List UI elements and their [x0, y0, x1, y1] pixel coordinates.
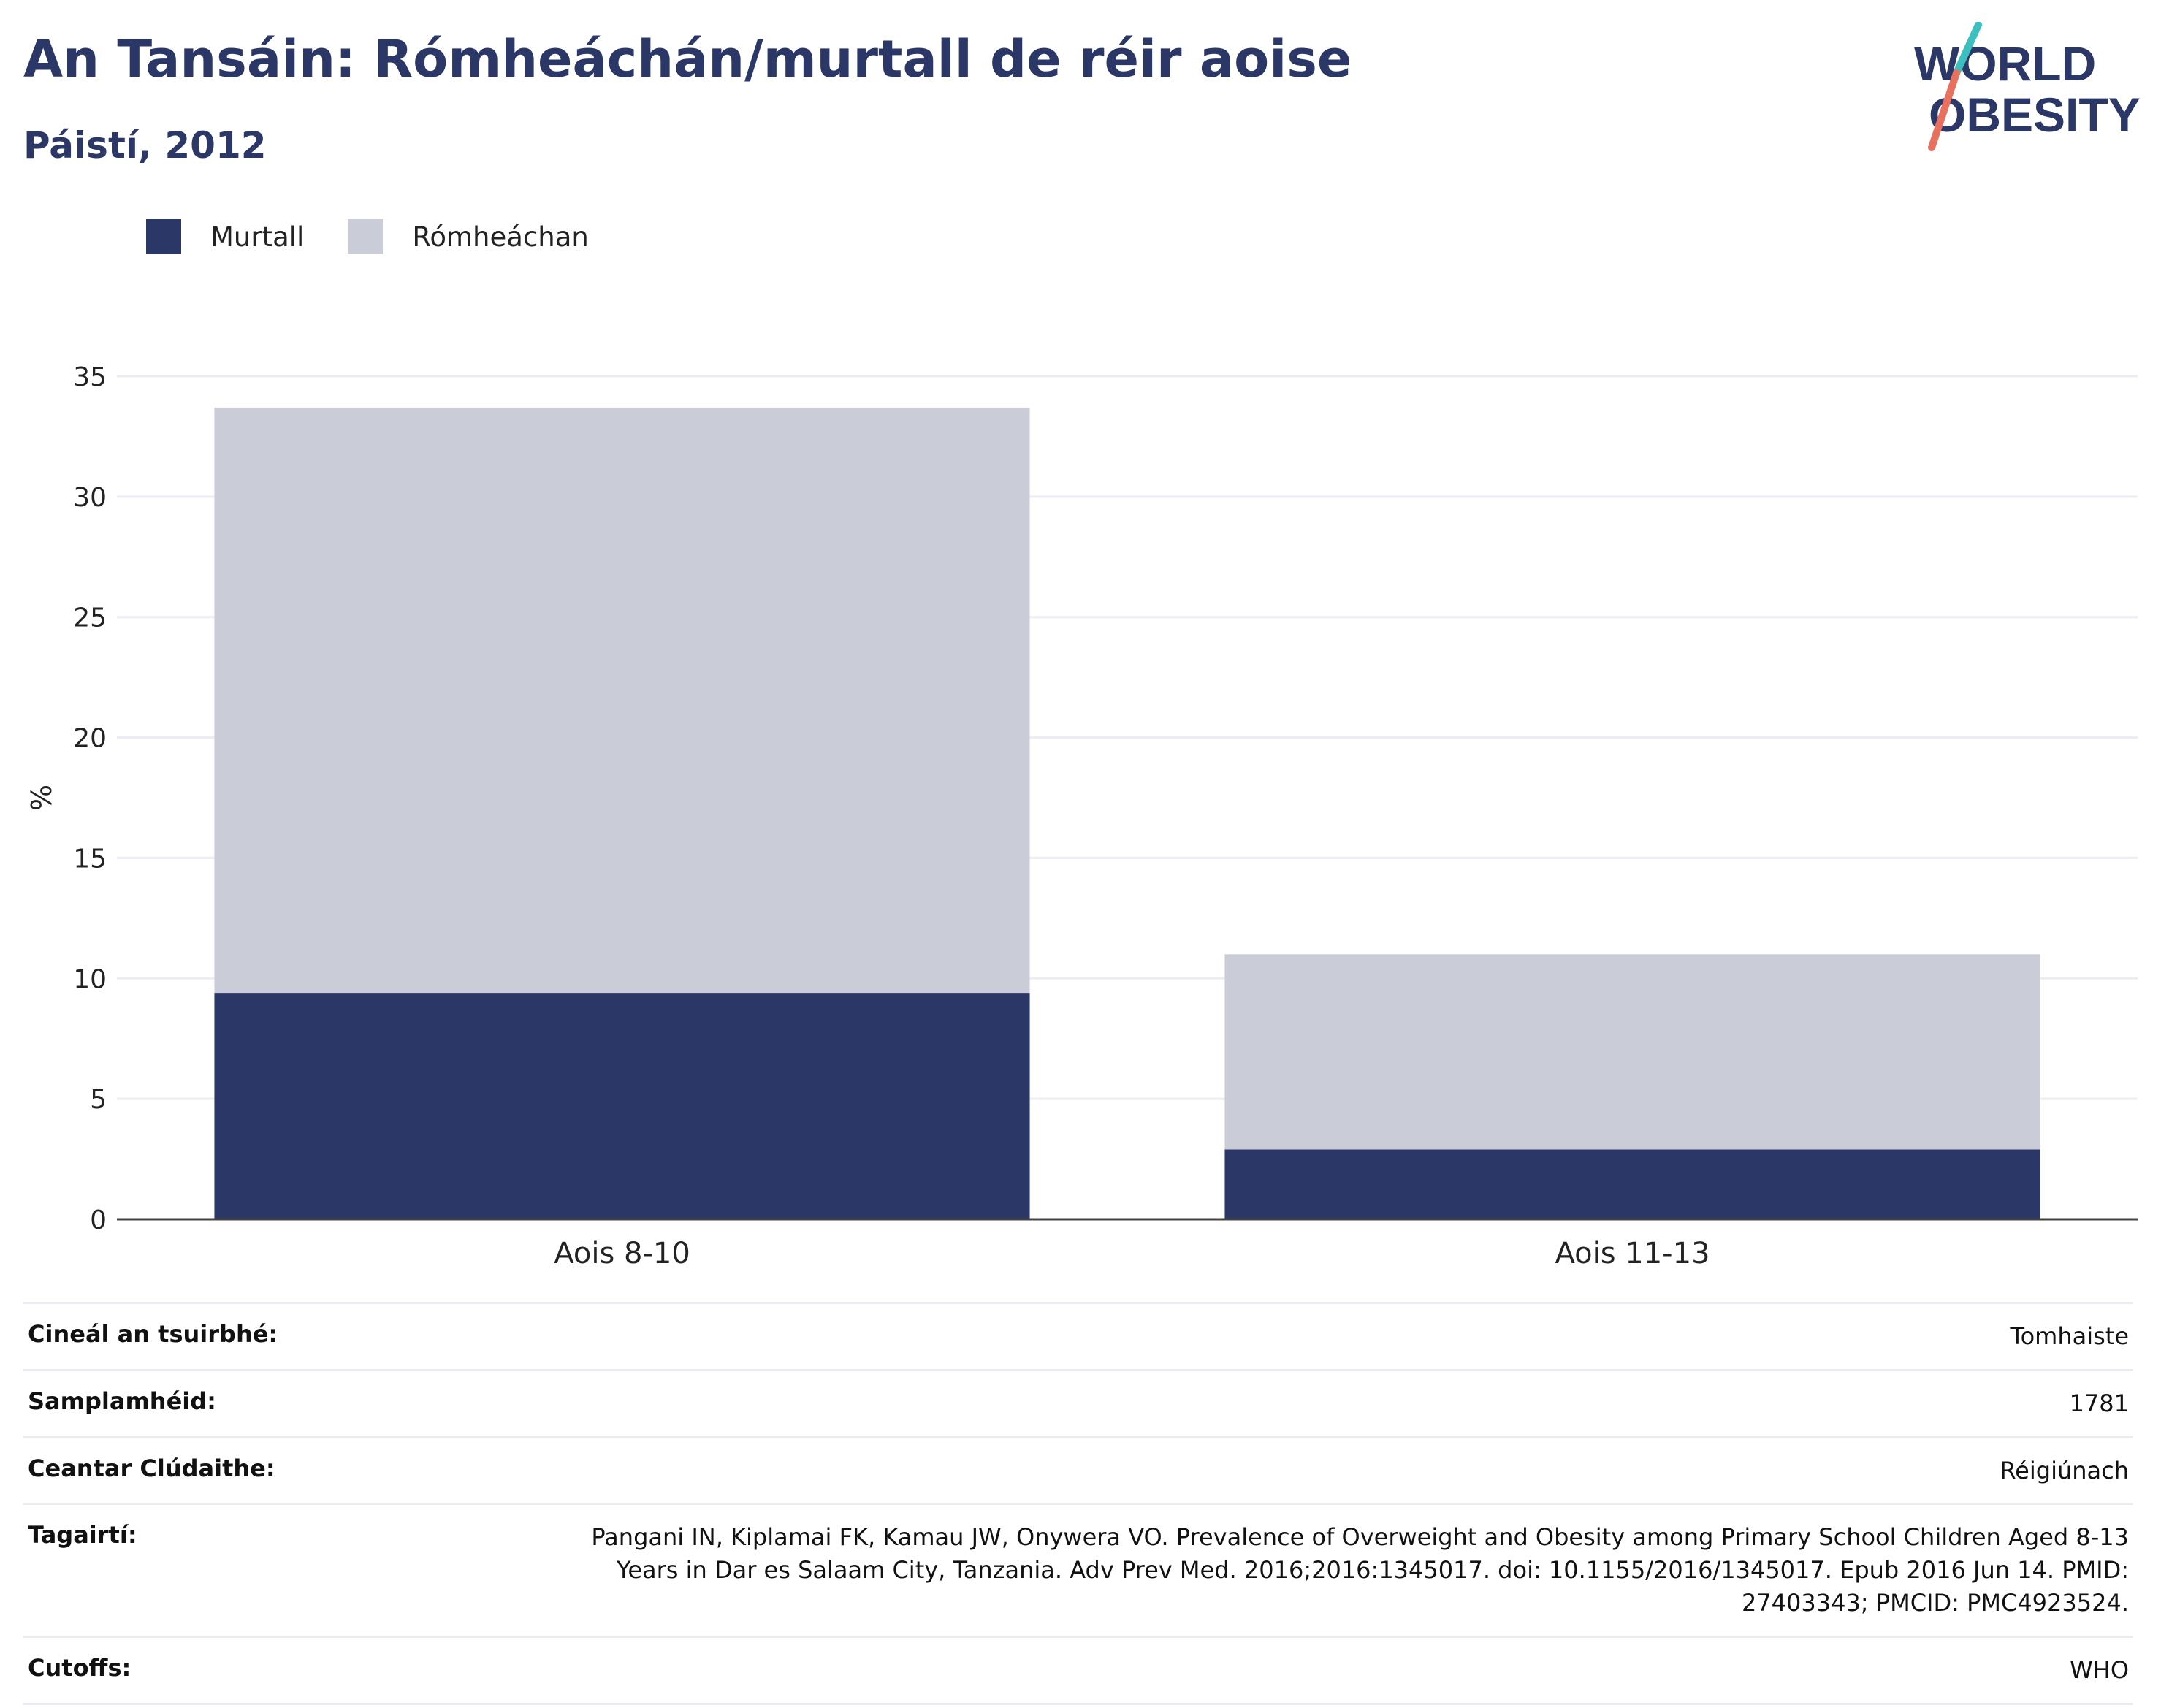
page-title: An Tansáin: Rómheáchán/murtall de réir a…	[23, 29, 1352, 89]
bar-murtall-1	[214, 993, 1030, 1219]
info-label: Cutoffs:	[23, 1635, 544, 1705]
info-row-references: Tagairtí: Pangani IN, Kiplamai FK, Kamau…	[23, 1503, 2133, 1637]
info-value: WHO	[544, 1635, 2133, 1705]
legend-label-murtall: Murtall	[210, 221, 305, 253]
logo-slash-bottom	[1928, 69, 1960, 151]
legend-swatch-romheachan	[348, 219, 384, 254]
y-tick-label: 0	[90, 1205, 107, 1235]
legend-swatch-murtall	[146, 219, 181, 254]
y-tick-label: 10	[73, 964, 107, 994]
info-label: Samplamhéid:	[23, 1368, 544, 1438]
survey-info-table: Cineál an tsuirbhé: Tomhaiste Samplamhéi…	[23, 1302, 2133, 1705]
x-tick-label: Aois 8-10	[554, 1237, 690, 1270]
chart-legend: Murtall Rómheáchan	[146, 216, 633, 257]
info-row-area-covered: Ceantar Clúdaithe: Réigiúnach	[23, 1436, 2133, 1504]
logo-text-world: WORLD	[1914, 37, 2096, 91]
y-tick-label: 20	[73, 724, 107, 754]
page-subtitle: Páistí, 2012	[23, 124, 267, 167]
y-axis-label: %	[26, 785, 58, 811]
info-value: Réigiúnach	[544, 1436, 2133, 1504]
info-value: 1781	[544, 1368, 2133, 1438]
info-label: Tagairtí:	[23, 1503, 544, 1637]
bar-murtall-2	[1224, 1149, 2040, 1219]
info-row-cutoffs: Cutoffs: WHO	[23, 1635, 2133, 1705]
y-tick-label: 30	[73, 483, 107, 513]
bar-chart: 0 5 10 15 20 25 30 35% Aois 8-10 Aois 11-13	[26, 362, 2138, 1270]
y-tick-label: 5	[90, 1085, 107, 1115]
info-label: Cineál an tsuirbhé:	[23, 1302, 544, 1370]
info-label: Ceantar Clúdaithe:	[23, 1436, 544, 1504]
info-row-survey-type: Cineál an tsuirbhé: Tomhaiste	[23, 1302, 2133, 1370]
y-tick-label: 25	[73, 603, 107, 633]
legend-label-romheachan: Rómheáchan	[412, 221, 589, 253]
world-obesity-logo: WORLD OBESITY	[1914, 22, 2141, 151]
info-value: Pangani IN, Kiplamai FK, Kamau JW, Onywe…	[544, 1503, 2133, 1637]
bar-r-mhe-chan-1	[214, 407, 1030, 994]
y-tick-label: 15	[73, 844, 107, 874]
y-tick-label: 35	[73, 362, 107, 392]
logo-slash-top	[1953, 22, 1982, 77]
legend-item-romheachan[interactable]: Rómheáchan	[348, 219, 589, 254]
x-tick-label: Aois 11-13	[1555, 1237, 1710, 1270]
info-row-sample-size: Samplamhéid: 1781	[23, 1368, 2133, 1438]
info-value: Tomhaiste	[544, 1302, 2133, 1370]
logo-text-obesity: OBESITY	[1929, 88, 2141, 142]
legend-item-murtall[interactable]: Murtall	[146, 219, 304, 254]
bar-r-mhe-chan-2	[1224, 954, 2040, 1150]
